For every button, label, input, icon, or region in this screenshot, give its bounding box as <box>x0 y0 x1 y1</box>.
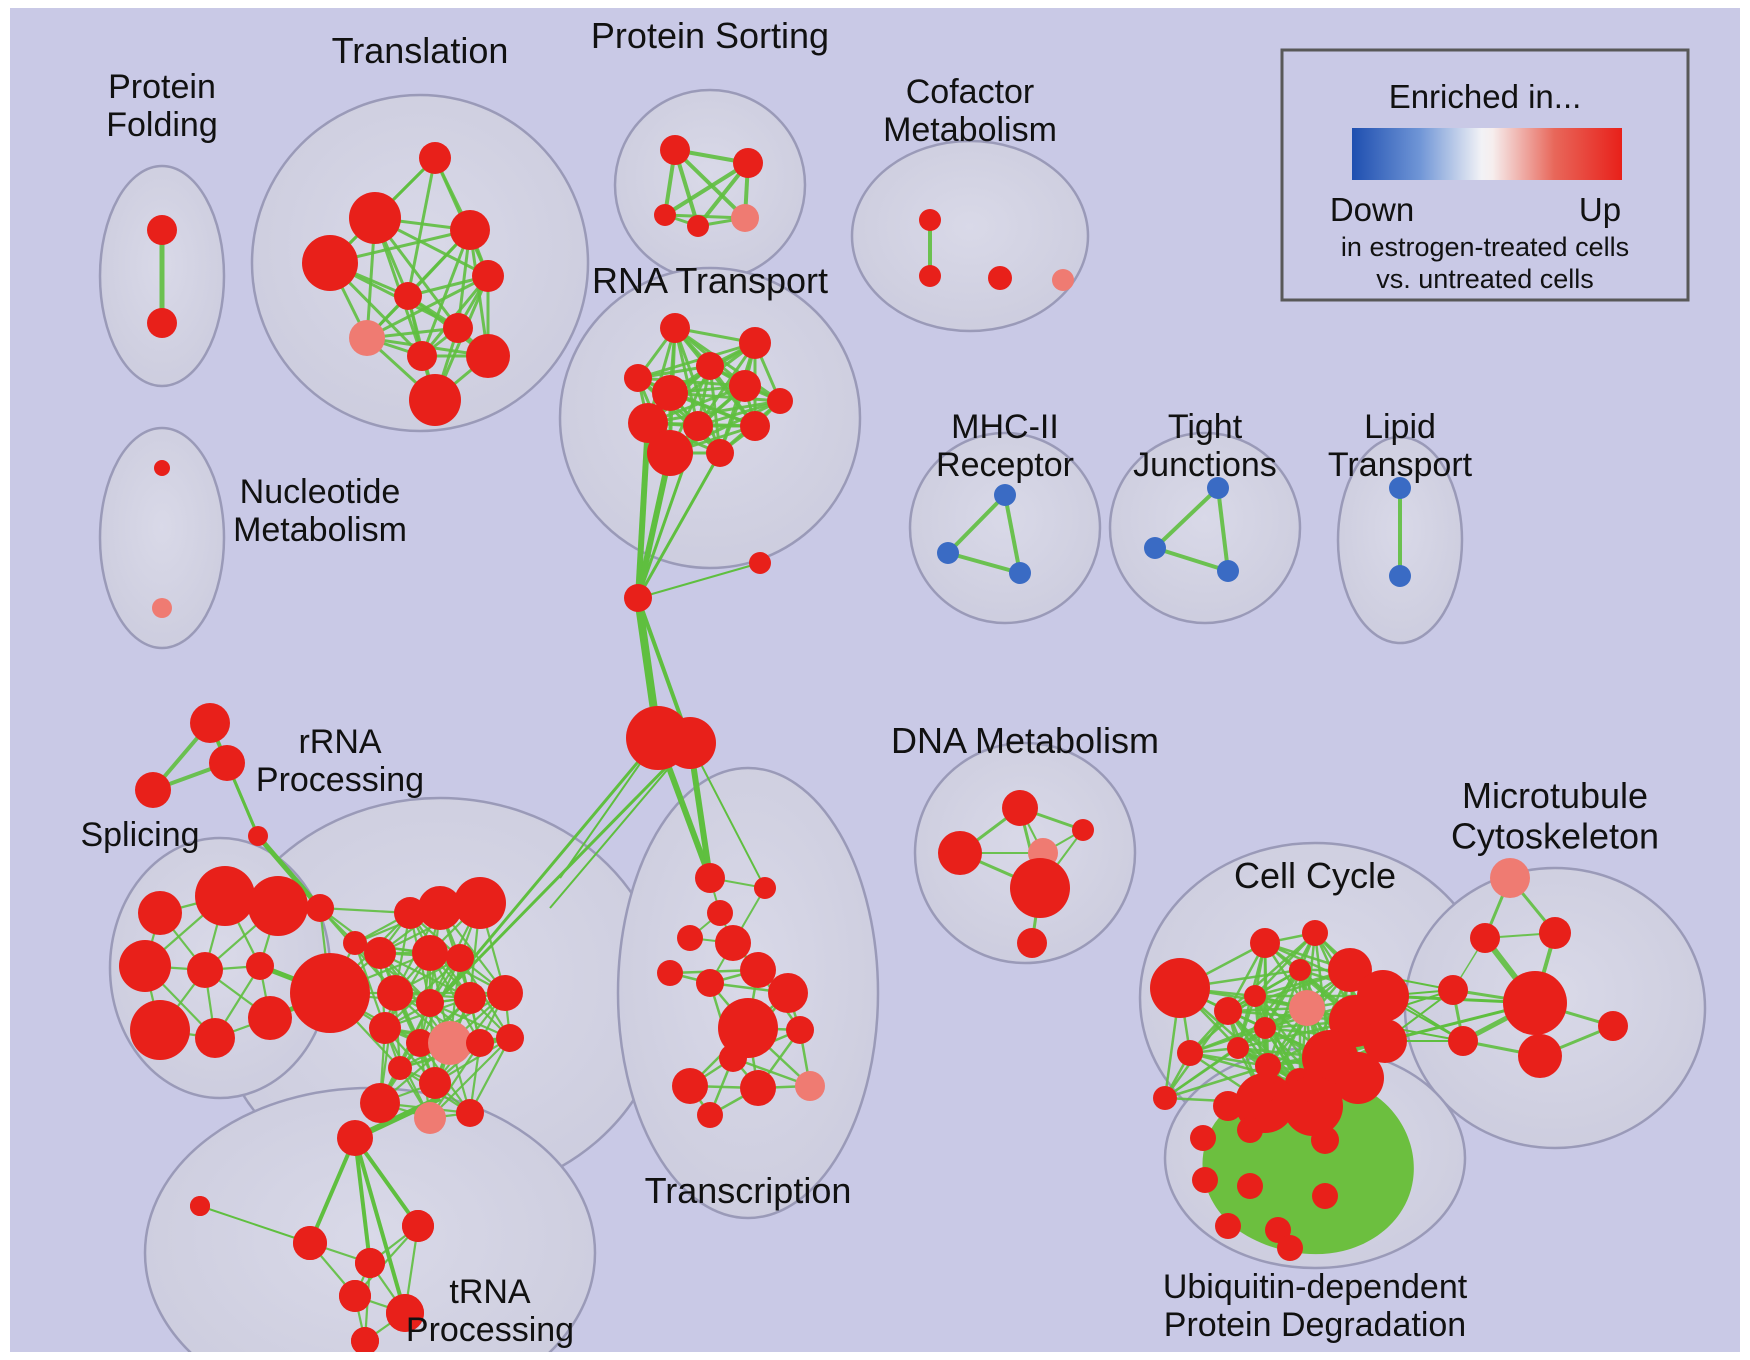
svg-text:Transcription: Transcription <box>645 1170 852 1211</box>
svg-text:Translation: Translation <box>332 30 509 71</box>
svg-text:in estrogen-treated cells: in estrogen-treated cells <box>1341 232 1629 262</box>
svg-text:Down: Down <box>1330 191 1414 228</box>
svg-text:Up: Up <box>1579 191 1621 228</box>
svg-text:Enriched in...: Enriched in... <box>1389 78 1582 115</box>
svg-text:vs. untreated cells: vs. untreated cells <box>1376 264 1594 294</box>
svg-text:Protein Sorting: Protein Sorting <box>591 15 829 56</box>
svg-text:Splicing: Splicing <box>80 816 199 854</box>
svg-text:Cell Cycle: Cell Cycle <box>1234 855 1396 896</box>
svg-text:DNA Metabolism: DNA Metabolism <box>891 720 1159 761</box>
svg-text:RNA Transport: RNA Transport <box>592 260 828 301</box>
